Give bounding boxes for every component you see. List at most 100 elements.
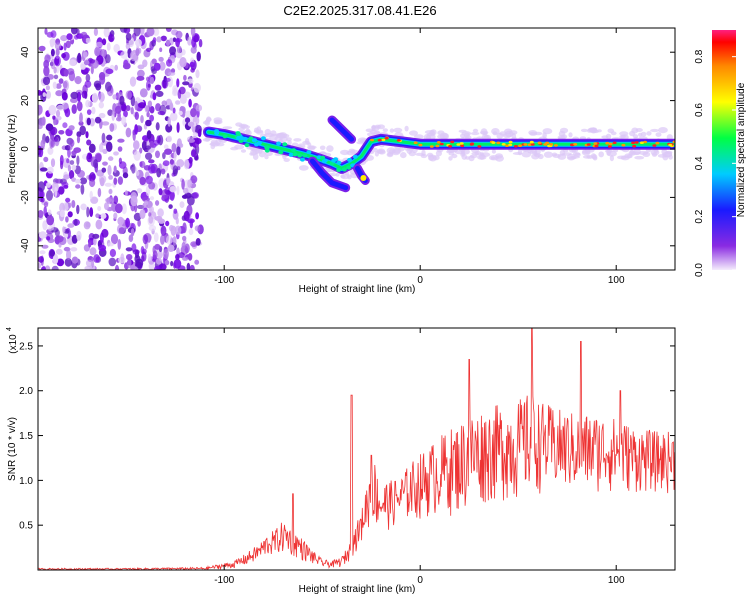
noise-speckle (67, 68, 75, 75)
noise-speckle (38, 141, 41, 147)
noise-speckle (81, 90, 88, 99)
noise-speckle (160, 225, 167, 236)
noise-speckle (182, 235, 187, 242)
noise-speckle (38, 262, 41, 269)
noise-speckle (45, 123, 54, 131)
noise-speckle (67, 147, 71, 158)
noise-speckle (98, 112, 106, 119)
noise-speckle (47, 209, 52, 216)
noise-speckle (172, 107, 176, 114)
track-halo (470, 131, 480, 136)
noise-speckle (104, 182, 113, 187)
noise-speckle (63, 68, 69, 77)
noise-speckle (115, 105, 122, 114)
noise-speckle (126, 254, 133, 261)
x-tick-label: -100 (214, 575, 234, 586)
track-halo (630, 151, 641, 155)
noise-speckle (139, 147, 143, 154)
signal-blob (336, 167, 342, 172)
noise-speckle (101, 121, 110, 126)
noise-speckle (135, 48, 140, 57)
noise-speckle (70, 247, 78, 252)
noise-speckle (188, 228, 194, 236)
colorbar-tick-label: 0.0 (694, 263, 705, 277)
noise-speckle (181, 242, 186, 250)
noise-speckle (64, 246, 70, 252)
noise-speckle (197, 129, 202, 137)
noise-speckle (42, 220, 48, 231)
signal-hotspot (418, 143, 423, 147)
signal-blob (292, 152, 298, 157)
track-halo (276, 133, 286, 139)
noise-speckle (86, 206, 90, 218)
noise-speckle (49, 38, 57, 46)
noise-speckle (105, 141, 113, 152)
noise-speckle (139, 209, 146, 220)
noise-speckle (50, 139, 55, 148)
noise-speckle (139, 28, 145, 36)
noise-speckle (134, 100, 138, 111)
noise-speckle (66, 249, 72, 260)
noise-speckle (194, 259, 200, 265)
noise-speckle (74, 179, 82, 184)
noise-speckle (46, 90, 51, 99)
track-halo (340, 149, 350, 156)
noise-speckle (95, 41, 103, 48)
noise-speckle (125, 43, 131, 50)
noise-speckle (194, 225, 201, 232)
noise-speckle (172, 236, 177, 246)
track-halo (234, 144, 245, 150)
track-halo (413, 134, 424, 139)
noise-speckle (180, 49, 186, 56)
noise-speckle (157, 110, 166, 116)
noise-speckle (154, 84, 162, 91)
noise-speckle (136, 75, 145, 81)
noise-speckle (130, 195, 138, 207)
noise-speckle (187, 218, 195, 224)
noise-speckle (46, 215, 55, 226)
noise-speckle (181, 194, 188, 199)
noise-speckle (166, 59, 173, 67)
noise-speckle (106, 196, 114, 205)
track-halo (389, 128, 394, 133)
signal-hotspot (643, 140, 648, 144)
track-halo (388, 149, 396, 154)
track-halo (650, 128, 660, 133)
noise-speckle (113, 195, 119, 205)
noise-speckle (58, 130, 65, 135)
noise-speckle (140, 115, 144, 124)
noise-speckle (84, 80, 92, 88)
noise-speckle (195, 238, 201, 246)
signal-blob (278, 150, 284, 155)
noise-speckle (102, 161, 108, 166)
noise-speckle (61, 53, 66, 59)
noise-speckle (120, 50, 129, 59)
noise-speckle (149, 106, 155, 114)
track-halo (491, 149, 496, 154)
noise-speckle (38, 123, 43, 130)
track-halo (460, 151, 466, 157)
noise-speckle (69, 160, 75, 165)
noise-speckle (80, 184, 85, 195)
signal-blob (291, 148, 297, 153)
noise-speckle (135, 170, 140, 176)
noise-speckle (134, 124, 139, 135)
noise-speckle (52, 115, 56, 120)
signal-hotspot (634, 141, 639, 144)
noise-speckle (162, 152, 166, 160)
noise-speckle (93, 159, 99, 169)
noise-speckle (148, 225, 157, 232)
noise-speckle (44, 28, 48, 35)
track-halo (661, 148, 668, 155)
noise-speckle (190, 149, 197, 158)
noise-speckle (48, 104, 57, 116)
track-halo (588, 127, 598, 133)
y-tick-label: 1.0 (19, 476, 33, 487)
x-tick-label: 0 (417, 275, 423, 286)
noise-speckle (65, 216, 69, 223)
noise-speckle (108, 257, 117, 267)
noise-speckle (103, 28, 110, 38)
noise-speckle (54, 42, 62, 50)
noise-speckle (41, 116, 46, 126)
x-tick-label: 100 (608, 575, 625, 586)
